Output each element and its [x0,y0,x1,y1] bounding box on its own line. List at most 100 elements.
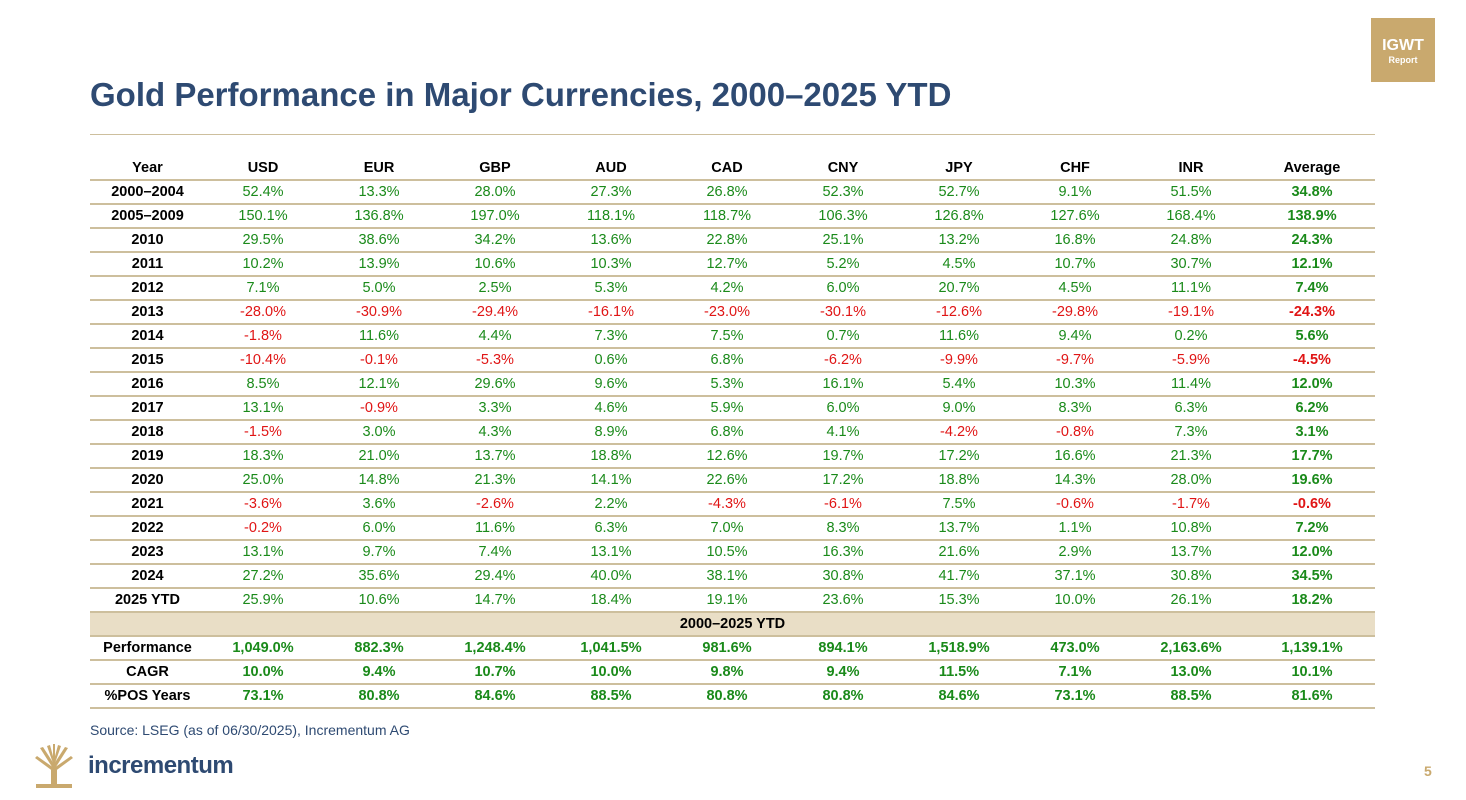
row-label: %POS Years [90,684,205,709]
table-cell: -0.1% [321,348,437,373]
table-cell: 27.2% [205,564,321,589]
table-cell: 2.5% [437,276,553,301]
table-cell: 88.5% [553,684,669,709]
average-cell: 5.6% [1249,324,1375,349]
table-cell: -1.5% [205,420,321,445]
table-cell: -5.3% [437,348,553,373]
table-row: 2000–2004 52.4% 13.3% 28.0% 27.3% 26.8% 52.3% 5… [90,180,1375,205]
row-label: 2012 [90,276,205,301]
table-cell: 4.5% [1017,276,1133,301]
table-cell: 6.8% [669,420,785,445]
table-cell: 106.3% [785,204,901,229]
table-cell: 4.1% [785,420,901,445]
table-cell: -5.9% [1133,348,1249,373]
table-cell: 14.1% [553,468,669,493]
column-header: Year [90,157,205,181]
table-cell: 19.1% [669,588,785,613]
average-cell: 138.9% [1249,204,1375,229]
table-cell: 24.8% [1133,228,1249,253]
table-cell: -0.6% [1017,492,1133,517]
table-cell: -9.9% [901,348,1017,373]
table-cell: 51.5% [1133,180,1249,205]
table-cell: -6.1% [785,492,901,517]
table-cell: 13.7% [437,444,553,469]
table-cell: 10.6% [321,588,437,613]
igwt-report-badge: IGWT Report [1371,18,1435,82]
section-label: 2000–2025 YTD [90,612,1375,637]
table-cell: 84.6% [901,684,1017,709]
row-label: 2005–2009 [90,204,205,229]
average-cell: 24.3% [1249,228,1375,253]
gold-performance-table: Year USD EUR GBP AUD CAD CNY JPY CHF INR Average 2… [90,157,1375,709]
table-cell: 5.4% [901,372,1017,397]
table-cell: 6.0% [321,516,437,541]
table-cell: 21.6% [901,540,1017,565]
table-cell: 127.6% [1017,204,1133,229]
table-cell: 80.8% [321,684,437,709]
table-cell: 13.2% [901,228,1017,253]
table-cell: -29.8% [1017,300,1133,325]
column-header: USD [205,157,321,181]
row-label: 2019 [90,444,205,469]
table-cell: -0.2% [205,516,321,541]
row-label: CAGR [90,660,205,685]
table-cell: 16.8% [1017,228,1133,253]
table-cell: 16.3% [785,540,901,565]
table-cell: 14.7% [437,588,553,613]
average-cell: -0.6% [1249,492,1375,517]
table-cell: 9.8% [669,660,785,685]
table-cell: 4.6% [553,396,669,421]
table-cell: 21.0% [321,444,437,469]
table-cell: 16.1% [785,372,901,397]
table-cell: 12.1% [321,372,437,397]
logo-wordmark: incrementum [88,752,234,779]
row-label: 2000–2004 [90,180,205,205]
table-cell: 30.8% [1133,564,1249,589]
badge-line1: IGWT [1382,37,1424,54]
table-cell: 21.3% [437,468,553,493]
table-cell: 52.7% [901,180,1017,205]
table-cell: 38.6% [321,228,437,253]
column-header: Average [1249,157,1375,181]
row-label: 2016 [90,372,205,397]
table-cell: 34.2% [437,228,553,253]
average-cell: 81.6% [1249,684,1375,709]
table-cell: 30.7% [1133,252,1249,277]
table-cell: 80.8% [669,684,785,709]
table-cell: 1,518.9% [901,636,1017,661]
average-cell: 10.1% [1249,660,1375,685]
row-label: Performance [90,636,205,661]
table-cell: -16.1% [553,300,669,325]
table-cell: 84.6% [437,684,553,709]
table-cell: 118.1% [553,204,669,229]
table-cell: 18.8% [901,468,1017,493]
table-row: 2013 -28.0% -30.9% -29.4% -16.1% -23.0% -30.1%… [90,300,1375,325]
table-cell: 18.3% [205,444,321,469]
table-cell: 6.3% [553,516,669,541]
table-cell: 13.1% [205,396,321,421]
table-cell: -1.8% [205,324,321,349]
row-label: 2013 [90,300,205,325]
table-cell: 25.1% [785,228,901,253]
table-cell: 7.4% [437,540,553,565]
table-cell: 52.4% [205,180,321,205]
row-label: 2020 [90,468,205,493]
table-cell: 13.0% [1133,660,1249,685]
average-cell: 3.1% [1249,420,1375,445]
table-cell: -30.9% [321,300,437,325]
average-cell: -24.3% [1249,300,1375,325]
table-cell: 5.2% [785,252,901,277]
table-cell: -0.9% [321,396,437,421]
table-cell: 13.9% [321,252,437,277]
table-cell: 40.0% [553,564,669,589]
table-cell: 35.6% [321,564,437,589]
table-cell: 23.6% [785,588,901,613]
table-cell: 18.4% [553,588,669,613]
average-cell: 12.0% [1249,372,1375,397]
row-label: 2025 YTD [90,588,205,613]
row-label: 2021 [90,492,205,517]
table-cell: 13.1% [553,540,669,565]
section-header-row: 2000–2025 YTD [90,612,1375,637]
table-cell: 9.4% [1017,324,1133,349]
source-note: Source: LSEG (as of 06/30/2025), Increme… [90,722,410,738]
